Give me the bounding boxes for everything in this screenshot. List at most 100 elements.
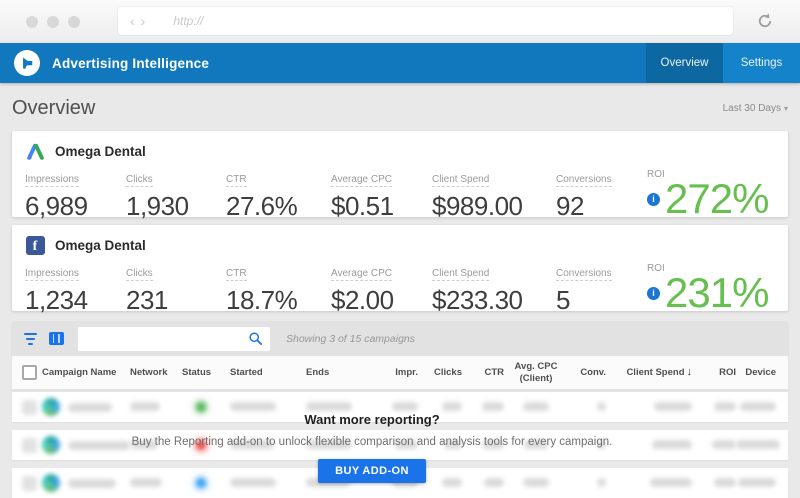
window-dot-icon[interactable] [68, 15, 80, 28]
table-header-row: Campaign Name Network Status Started End… [12, 356, 788, 390]
roi-label: ROI [647, 169, 665, 180]
col-client-spend[interactable]: Client Spend ↓ [626, 365, 693, 378]
url-text: http:// [173, 14, 204, 28]
col-status[interactable]: Status [182, 366, 212, 378]
app-tabs: Overview Settings [646, 43, 800, 83]
stat-conversions: Conversions 5 [556, 268, 612, 315]
stat-client-spend: Client Spend $233.30 [432, 268, 523, 315]
columns-icon[interactable] [48, 331, 64, 347]
sort-desc-icon: ↓ [686, 365, 693, 378]
col-impressions[interactable]: Impr. [395, 366, 418, 378]
redacted-clicks [442, 478, 462, 488]
back-forward-icons[interactable]: ‹› [130, 13, 152, 29]
info-icon[interactable]: i [647, 192, 660, 206]
filter-icon[interactable] [22, 331, 38, 347]
network-badge-icon [42, 398, 60, 416]
redacted-spend [654, 402, 692, 412]
status-dot [196, 440, 206, 450]
status-dot [196, 402, 206, 412]
upsell-overlay: Want more reporting? Buy the Reporting a… [12, 412, 732, 483]
redacted-ends [306, 440, 352, 450]
date-range-dropdown[interactable]: Last 30 Days ▾ [722, 102, 788, 114]
window-dot-icon[interactable] [26, 15, 38, 28]
summary-card-facebook: f Omega Dental Impressions 1,234 Clicks … [12, 225, 788, 315]
stat-roi: ROI i 231% [647, 263, 769, 316]
stat-label: Impressions [25, 174, 79, 187]
buy-add-on-button[interactable]: BUY ADD-ON [318, 459, 426, 483]
roi-value: 231% [665, 269, 769, 316]
redacted-impr [392, 402, 418, 412]
redacted-clicks [442, 402, 462, 412]
redacted-conv [597, 478, 606, 488]
redacted-campaign-name [68, 402, 112, 412]
redacted-clicks [444, 440, 462, 450]
google-ads-icon [25, 141, 45, 161]
table-toolbar: Showing 3 of 15 campaigns [12, 321, 788, 356]
roi-value: 272% [665, 175, 769, 222]
col-avg-cpc-client[interactable]: Avg. CPC (Client) [514, 361, 558, 384]
redacted-cpc [523, 478, 549, 488]
col-network[interactable]: Network [130, 366, 168, 378]
refresh-icon[interactable] [756, 12, 774, 30]
stat-conversions: Conversions 92 [556, 174, 612, 221]
browser-chrome: ‹› http:// [0, 0, 800, 43]
col-started[interactable]: Started [230, 366, 263, 378]
network-badge-icon [42, 436, 60, 454]
redacted-cpc [523, 402, 549, 412]
redacted-network [130, 440, 158, 450]
redacted-spend [652, 440, 692, 450]
col-ctr[interactable]: CTR [484, 366, 504, 378]
stat-value: 6,989 [25, 191, 88, 221]
table-body: Want more reporting? Buy the Reporting a… [12, 392, 788, 498]
network-badge-icon [42, 474, 60, 492]
redacted-started [230, 478, 276, 488]
col-roi[interactable]: ROI [719, 366, 736, 378]
megaphone-icon [23, 57, 33, 69]
redacted-cpc [524, 440, 548, 450]
client-name: Omega Dental [55, 143, 146, 159]
redacted-campaign-name [68, 440, 130, 450]
row-checkbox[interactable] [22, 437, 37, 453]
row-checkbox[interactable] [22, 399, 37, 415]
upsell-description: Buy the Reporting add-on to unlock flexi… [131, 436, 613, 448]
window-dot-icon[interactable] [47, 15, 59, 28]
table-row[interactable] [12, 430, 788, 460]
search-input[interactable] [78, 326, 270, 351]
select-all-checkbox[interactable] [22, 365, 37, 380]
page-title: Overview [12, 96, 96, 119]
redacted-device [740, 402, 776, 412]
col-clicks[interactable]: Clicks [434, 366, 462, 378]
info-icon[interactable]: i [647, 286, 660, 300]
col-conversions[interactable]: Conv. [580, 366, 606, 378]
stat-average-cpc: Average CPC $2.00 [331, 268, 394, 315]
col-device[interactable]: Device [745, 366, 776, 378]
redacted-roi [714, 478, 736, 488]
col-ends[interactable]: Ends [306, 366, 330, 378]
redacted-ctr [484, 478, 504, 488]
campaign-search [78, 326, 270, 351]
window-controls[interactable] [26, 15, 80, 28]
redacted-started [230, 440, 274, 450]
status-dot [196, 478, 206, 488]
redacted-network [130, 478, 162, 488]
redacted-ctr [482, 440, 504, 450]
stat-clicks: Clicks 1,930 [126, 174, 189, 221]
stat-ctr: CTR 18.7% [226, 268, 298, 315]
table-row[interactable] [12, 392, 788, 422]
redacted-started [230, 402, 276, 412]
redacted-device [738, 478, 776, 488]
stat-roi: ROI i 272% [647, 169, 775, 222]
summary-card-google-ads: Omega Dental Impressions 6,989 Clicks 1,… [12, 131, 788, 221]
url-bar[interactable]: ‹› http:// [118, 7, 733, 35]
app-logo [14, 50, 40, 76]
stat-client-spend: Client Spend $989.00 [432, 174, 523, 221]
redacted-conv [597, 402, 606, 412]
tab-settings[interactable]: Settings [723, 43, 800, 83]
search-icon[interactable] [248, 331, 263, 346]
row-checkbox[interactable] [22, 475, 37, 491]
facebook-icon: f [25, 235, 45, 255]
client-name: Omega Dental [55, 237, 146, 253]
redacted-spend [650, 478, 692, 488]
tab-overview[interactable]: Overview [646, 43, 723, 83]
col-campaign-name[interactable]: Campaign Name [42, 366, 117, 378]
